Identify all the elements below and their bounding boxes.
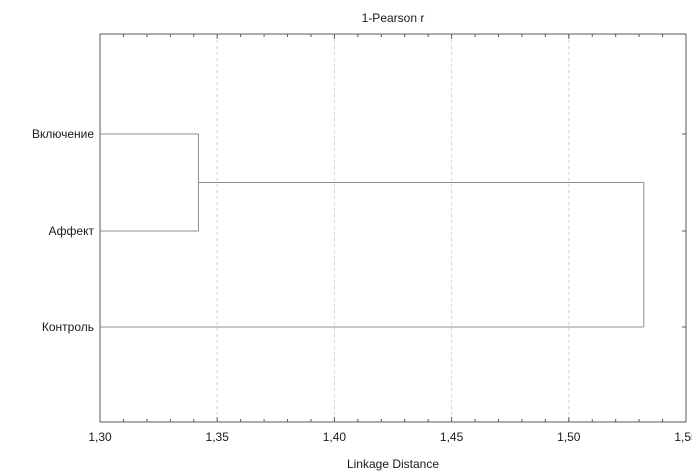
chart-title: 1-Pearson r: [362, 11, 425, 25]
x-tick-label: 1,50: [557, 430, 581, 444]
dendrogram-links: [100, 133, 645, 328]
plot-frame: [99, 33, 687, 423]
x-tick-label: 1,40: [323, 430, 347, 444]
x-tick-label: 1,35: [206, 430, 230, 444]
leaf-label: Включение: [32, 127, 94, 141]
x-axis-title: Linkage Distance: [347, 457, 439, 471]
x-axis-ticks: [99, 34, 687, 422]
x-tick-label: 1,45: [440, 430, 464, 444]
leaf-label: Аффект: [49, 224, 95, 238]
x-tick-label: 1,55: [674, 430, 692, 444]
leaf-label: Контроль: [42, 320, 94, 334]
leaf-labels: Включение Аффект Контроль: [32, 127, 95, 334]
x-axis-tick-labels: 1,30 1,35 1,40 1,45 1,50 1,55: [88, 430, 692, 444]
x-tick-label: 1,30: [88, 430, 112, 444]
grid-lines: [216, 34, 570, 422]
